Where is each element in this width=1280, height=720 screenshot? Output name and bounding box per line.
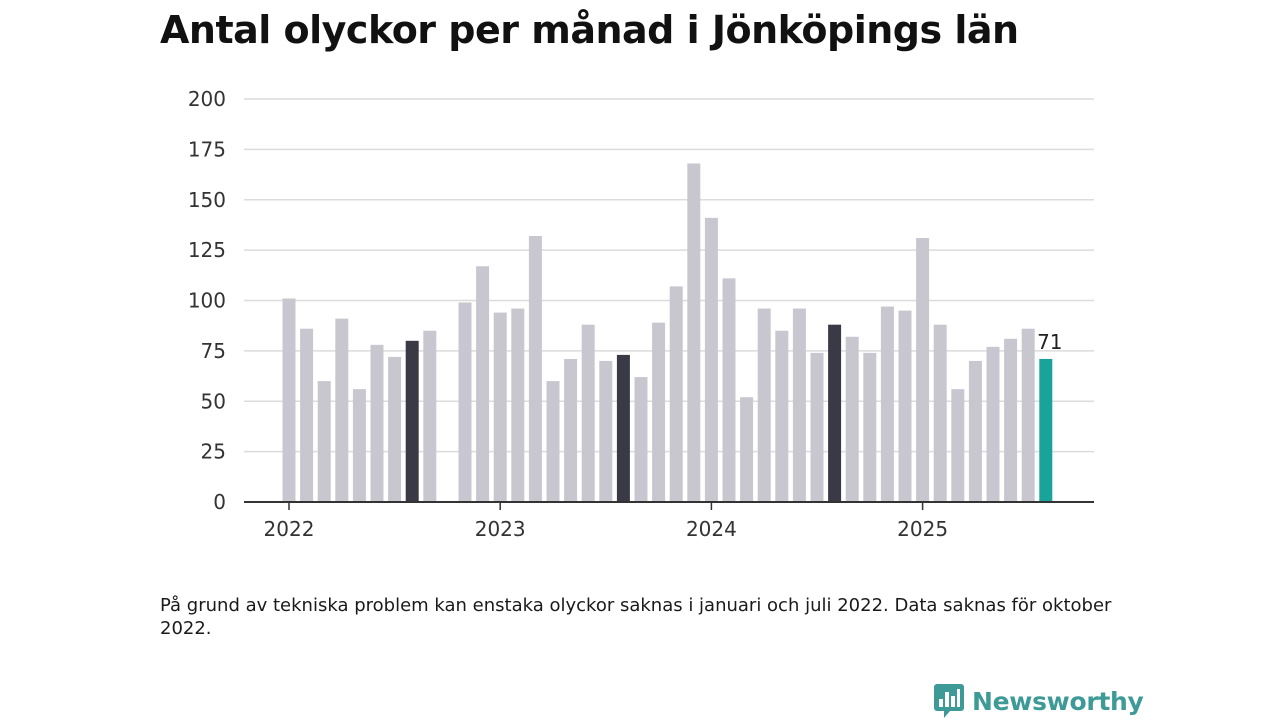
- y-tick-label: 100: [188, 289, 226, 313]
- bar-2023-11: [669, 286, 683, 502]
- y-tick-label: 75: [201, 339, 226, 363]
- bar-2023-07: [599, 360, 613, 502]
- bar-2024-09: [845, 336, 859, 502]
- bar-2022-06: [370, 344, 384, 502]
- bar-2025-03: [951, 389, 965, 502]
- bar-2022-12: [476, 266, 490, 502]
- bar-2022-07: [388, 356, 402, 502]
- bar-2022-02: [300, 328, 314, 502]
- brand-logo[interactable]: Newsworthy: [934, 684, 1144, 718]
- bar-2023-06: [581, 324, 595, 502]
- y-tick-label: 0: [213, 490, 226, 514]
- y-tick-label: 175: [188, 137, 226, 161]
- bar-2024-06: [792, 308, 806, 502]
- x-tick-label: 2024: [686, 517, 737, 541]
- bar-2022-09: [423, 330, 437, 502]
- bar-2022-05: [352, 389, 366, 502]
- y-tick-label: 125: [188, 238, 226, 262]
- footnote: På grund av tekniska problem kan enstaka…: [160, 595, 1112, 639]
- x-tick-label: 2025: [897, 517, 948, 541]
- x-tick-label: 2023: [475, 517, 526, 541]
- y-tick-label: 200: [188, 87, 226, 111]
- bar-2025-08: [1039, 358, 1053, 502]
- bar-2024-05: [775, 330, 789, 502]
- bar-2024-12: [898, 310, 912, 502]
- bar-2023-03: [528, 236, 542, 502]
- y-tick-label: 150: [188, 188, 226, 212]
- bar-2023-01: [493, 312, 507, 502]
- bar-2024-07: [810, 352, 824, 502]
- data-labels: 71: [1037, 330, 1062, 354]
- bar-2025-04: [968, 360, 982, 502]
- bar-2023-12: [687, 163, 701, 503]
- y-tick-label: 50: [201, 389, 226, 413]
- y-tick-label: 25: [201, 440, 226, 464]
- bar-2024-01: [704, 217, 718, 502]
- bars: [282, 163, 1053, 503]
- bar-2022-04: [335, 318, 349, 502]
- bar-2025-02: [933, 324, 947, 502]
- latest-value-label: 71: [1037, 330, 1062, 354]
- bar-2025-05: [986, 346, 1000, 502]
- chart-title: Antal olyckor per månad i Jönköpings län: [160, 8, 1019, 52]
- bar-2025-07: [1021, 328, 1035, 502]
- bar-2022-08: [405, 340, 419, 502]
- bar-2024-03: [740, 397, 754, 502]
- bar-2025-01: [916, 238, 930, 502]
- y-axis: 0 25 50 75 100 125 150 175 200: [188, 87, 226, 514]
- bar-2024-04: [757, 308, 771, 502]
- brand-name: Newsworthy: [972, 686, 1144, 716]
- bar-2023-02: [511, 308, 525, 502]
- bar-2022-11: [458, 302, 472, 502]
- x-tick-label: 2022: [264, 517, 315, 541]
- bar-2025-06: [1004, 338, 1018, 502]
- bar-2024-02: [722, 278, 736, 502]
- x-axis: 2022 2023 2024 2025: [244, 501, 1094, 541]
- gridlines: [244, 98, 1094, 453]
- bar-2022-03: [317, 381, 331, 502]
- bar-2023-10: [652, 322, 666, 502]
- bar-2022-01: [282, 298, 296, 502]
- bar-2023-08: [616, 354, 630, 502]
- bar-2023-04: [546, 381, 560, 502]
- bar-2024-11: [880, 306, 894, 502]
- bar-2024-08: [828, 324, 842, 502]
- newsworthy-logo-icon: [934, 684, 964, 718]
- bar-2023-05: [564, 358, 578, 502]
- bar-2023-09: [634, 377, 648, 502]
- bar-2024-10: [863, 352, 877, 502]
